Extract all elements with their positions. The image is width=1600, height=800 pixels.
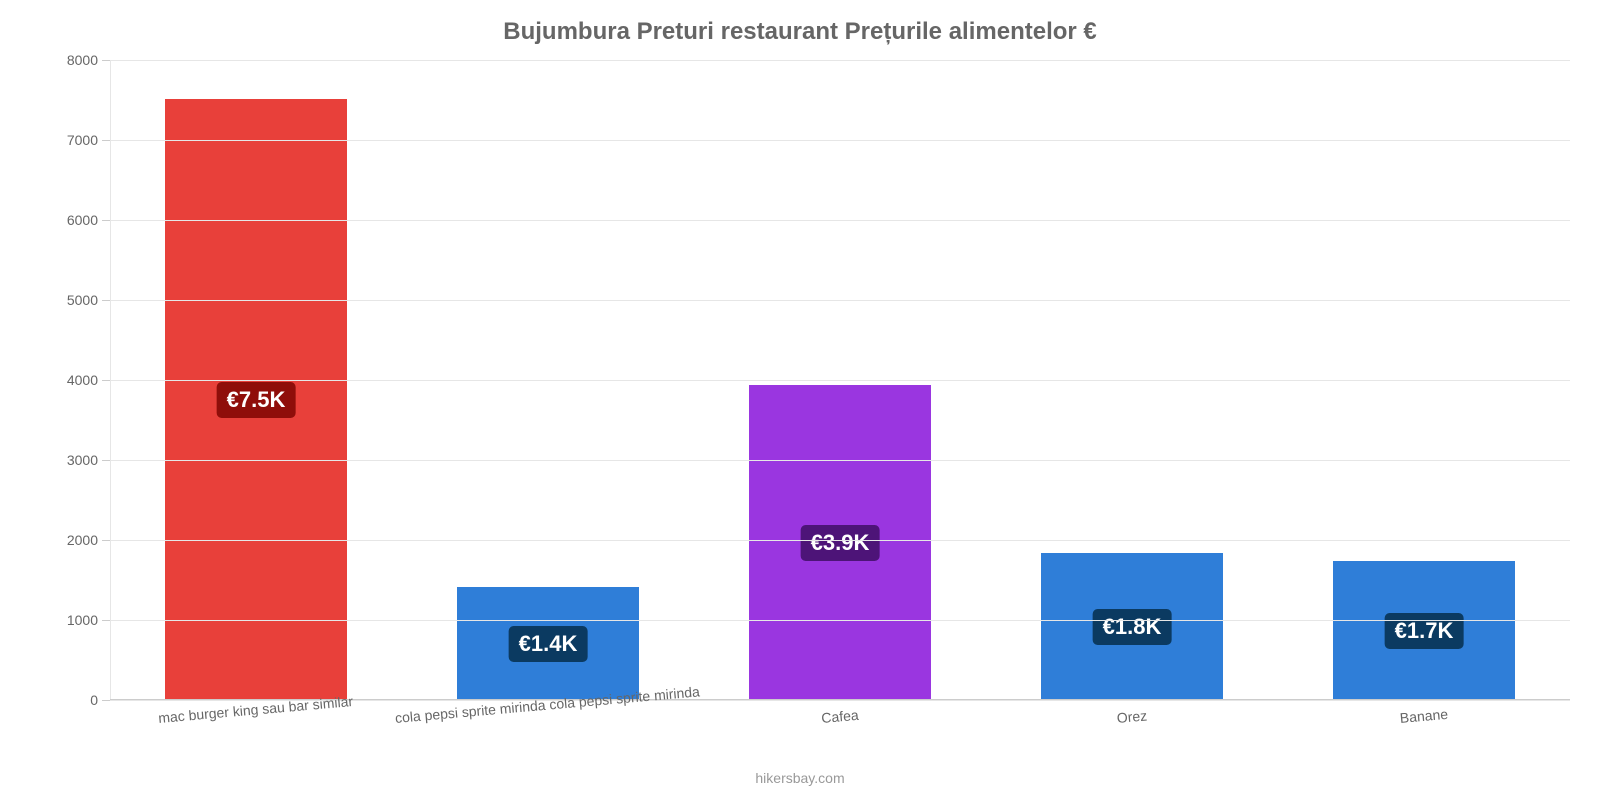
y-tick-label: 8000 — [67, 52, 98, 68]
y-tick-mark — [102, 540, 110, 541]
plot-area: €7.5K €1.4K €3.9K €1.8K €1.7K — [110, 60, 1570, 700]
y-tick-label: 0 — [90, 692, 98, 708]
gridline — [110, 380, 1570, 381]
gridline — [110, 140, 1570, 141]
bar-value-label: €3.9K — [801, 525, 880, 561]
y-tick-label: 4000 — [67, 372, 98, 388]
y-tick-label: 1000 — [67, 612, 98, 628]
chart-title: Bujumbura Preturi restaurant Prețurile a… — [0, 0, 1600, 46]
y-tick-mark — [102, 460, 110, 461]
y-tick-label: 6000 — [67, 212, 98, 228]
bar-value-label: €1.8K — [1093, 609, 1172, 645]
y-axis: 010002000300040005000600070008000 — [0, 60, 110, 700]
x-label-slot: mac burger king sau bar similar — [110, 702, 402, 762]
y-tick-mark — [102, 620, 110, 621]
x-label-slot: Banane — [1278, 702, 1570, 762]
price-chart: Bujumbura Preturi restaurant Prețurile a… — [0, 0, 1600, 800]
attribution-text: hikersbay.com — [755, 770, 844, 786]
y-tick-mark — [102, 220, 110, 221]
x-axis-labels: mac burger king sau bar similarcola peps… — [110, 702, 1570, 762]
y-tick-label: 2000 — [67, 532, 98, 548]
gridline — [110, 220, 1570, 221]
gridline — [110, 540, 1570, 541]
x-label-slot: Cafea — [694, 702, 986, 762]
gridline — [110, 620, 1570, 621]
bar-value-label: €1.7K — [1385, 613, 1464, 649]
x-label-slot: cola pepsi sprite mirinda cola pepsi spr… — [402, 702, 694, 762]
y-tick-mark — [102, 60, 110, 61]
y-tick-mark — [102, 380, 110, 381]
gridline — [110, 60, 1570, 61]
x-axis-label: Orez — [1116, 707, 1148, 726]
y-tick-mark — [102, 700, 110, 701]
bar-value-label: €1.4K — [509, 626, 588, 662]
x-label-slot: Orez — [986, 702, 1278, 762]
y-tick-mark — [102, 140, 110, 141]
y-tick-label: 7000 — [67, 132, 98, 148]
gridline — [110, 300, 1570, 301]
y-tick-label: 5000 — [67, 292, 98, 308]
y-tick-label: 3000 — [67, 452, 98, 468]
y-tick-mark — [102, 300, 110, 301]
x-axis-label: Banane — [1399, 706, 1448, 726]
gridline — [110, 460, 1570, 461]
bar-value-label: €7.5K — [217, 382, 296, 418]
x-axis-label: Cafea — [821, 707, 860, 726]
